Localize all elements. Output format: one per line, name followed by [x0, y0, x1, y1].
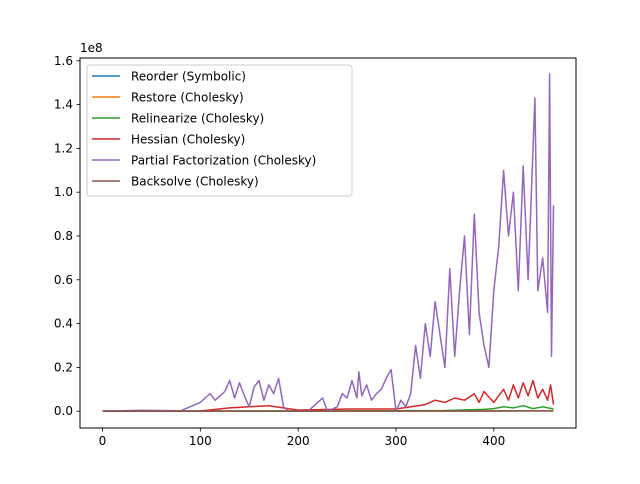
y-tick-label: 1.6	[54, 54, 73, 68]
y-tick-label: 0.0	[54, 404, 73, 418]
y-tick-label: 1.4	[54, 98, 73, 112]
legend-label-4: Partial Factorization (Cholesky)	[131, 154, 316, 168]
y-offset-label: 1e8	[80, 41, 103, 55]
x-tick-label: 100	[189, 434, 212, 448]
x-tick-label: 200	[287, 434, 310, 448]
y-tick-label: 0.4	[54, 317, 73, 331]
legend-label-1: Restore (Cholesky)	[131, 91, 244, 105]
y-tick-label: 0.2	[54, 360, 73, 374]
legend: Reorder (Symbolic) Restore (Cholesky) Reli…	[87, 65, 352, 196]
y-tick-label: 1.0	[54, 185, 73, 199]
x-tick-label: 300	[385, 434, 408, 448]
legend-label-5: Backsolve (Cholesky)	[131, 175, 259, 189]
x-tick-label: 0	[99, 434, 107, 448]
legend-label-0: Reorder (Symbolic)	[131, 70, 246, 84]
y-tick-label: 1.2	[54, 141, 73, 155]
y-tick-label: 0.6	[54, 273, 73, 287]
y-tick-label: 0.8	[54, 229, 73, 243]
x-tick-label: 400	[482, 434, 505, 448]
legend-label-3: Hessian (Cholesky)	[131, 133, 245, 147]
legend-label-2: Relinearize (Cholesky)	[131, 112, 264, 126]
